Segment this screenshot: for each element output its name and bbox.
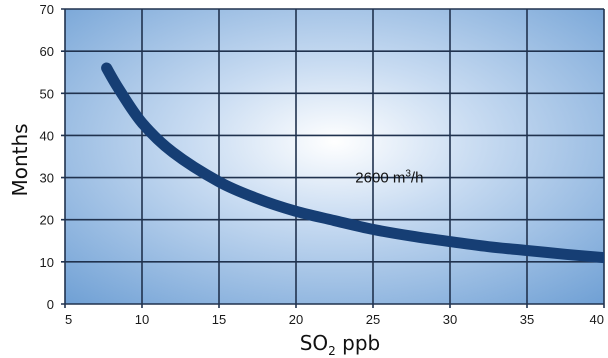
y-tick-label: 40 [40, 128, 54, 143]
data-point [449, 241, 451, 243]
x-tick-label: 35 [520, 312, 534, 327]
data-point [218, 181, 220, 183]
data-point [106, 67, 108, 69]
x-tick-label: 30 [443, 312, 457, 327]
data-point [334, 220, 335, 222]
plot-area [65, 9, 604, 304]
x-tick-label: 20 [289, 312, 303, 327]
y-tick-label: 70 [40, 2, 54, 17]
y-tick-label: 10 [40, 255, 54, 270]
x-axis-title-subscript: 2 [328, 344, 336, 358]
data-point [372, 228, 374, 230]
x-tick-labels: 5 10 15 20 25 30 35 40 [65, 312, 604, 327]
data-point [295, 210, 297, 212]
x-axis-title-unit: ppb [336, 331, 380, 355]
x-tick-label: 40 [590, 312, 604, 327]
x-tick-label: 15 [212, 312, 226, 327]
data-point [118, 88, 120, 90]
data-point [411, 235, 412, 237]
data-point [526, 249, 528, 251]
x-tick-label: 25 [366, 312, 380, 327]
annotation-tail: /h [411, 170, 424, 187]
data-point [141, 122, 143, 124]
data-point [603, 257, 604, 259]
annotation-superscript: 3 [405, 169, 411, 180]
annotation-base: 2600 m [355, 170, 405, 187]
y-tick-label: 0 [47, 297, 54, 312]
data-point [257, 198, 258, 200]
data-point [488, 246, 489, 248]
curve-annotation: 2600 m3/h [355, 169, 423, 187]
grid [61, 8, 605, 308]
data-point [565, 253, 566, 255]
curve-layer [101, 62, 604, 264]
data-point [172, 151, 174, 153]
x-axis-title-base: SO [300, 331, 328, 355]
y-axis-title: Months [8, 123, 32, 196]
y-tick-label: 60 [40, 44, 54, 59]
x-axis-title: SO2 ppb [300, 331, 381, 358]
x-tick-label: 10 [135, 312, 149, 327]
y-tick-label: 30 [40, 171, 54, 186]
x-tick-label: 5 [65, 312, 72, 327]
y-tick-label: 50 [40, 86, 54, 101]
y-tick-labels: 0 10 20 30 40 50 60 70 [40, 2, 54, 312]
y-tick-label: 20 [40, 213, 54, 228]
